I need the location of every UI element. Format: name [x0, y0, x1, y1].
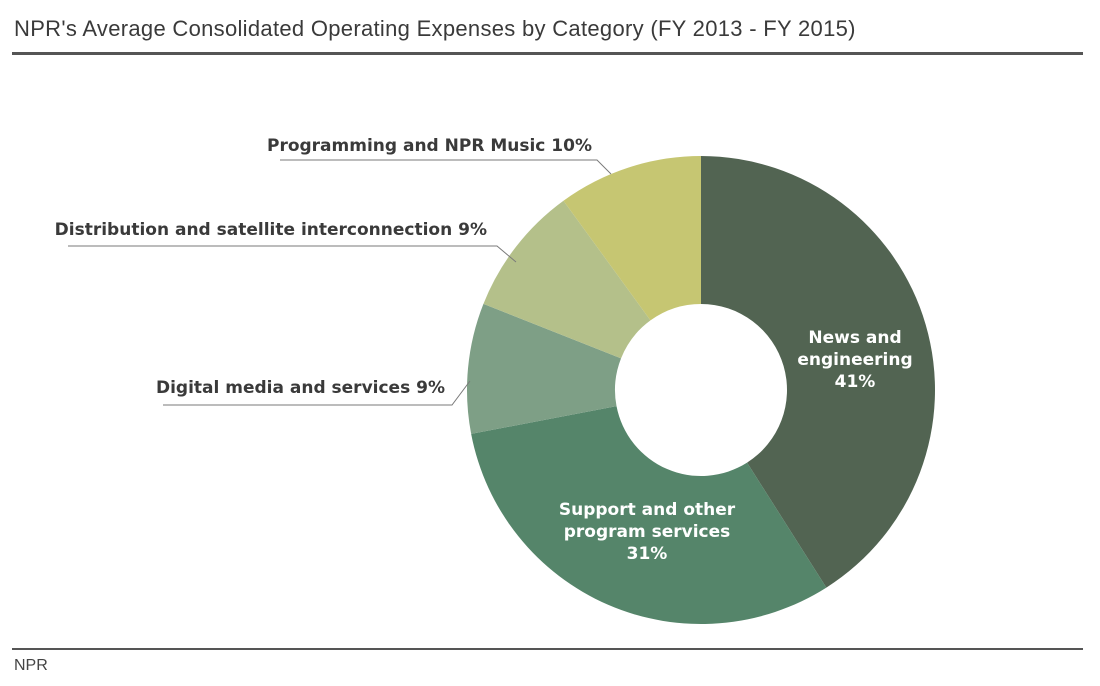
title-divider — [12, 52, 1083, 55]
slice-label-news-and-engineering: News and — [808, 328, 901, 348]
leader-line-programming-and-npr-music — [280, 159, 612, 175]
slice-label-support-and-other-program-services: program services — [564, 522, 731, 542]
slice-support-and-other-program-services — [471, 406, 827, 624]
slice-news-and-engineering — [701, 156, 936, 588]
slice-label-support-and-other-program-services: Support and other — [559, 500, 736, 520]
chart-title: NPR's Average Consolidated Operating Exp… — [14, 16, 856, 41]
slice-label-digital-media-and-services: Digital media and services 9% — [156, 378, 445, 398]
slice-label-news-and-engineering: 41% — [835, 372, 876, 392]
slice-label-support-and-other-program-services: 31% — [627, 544, 668, 564]
slice-distribution-and-satellite-interconnection — [483, 200, 651, 359]
slice-label-distribution-and-satellite-interconnection: Distribution and satellite interconnecti… — [55, 220, 487, 240]
slice-label-news-and-engineering: engineering — [797, 350, 912, 370]
slice-digital-media-and-services — [467, 303, 622, 434]
leader-line-digital-media-and-services — [163, 380, 471, 406]
leader-line-distribution-and-satellite-interconnection — [68, 245, 517, 263]
source-label: NPR — [14, 657, 48, 674]
slice-label-programming-and-npr-music: Programming and NPR Music 10% — [267, 136, 592, 156]
slice-programming-and-npr-music — [563, 156, 701, 321]
footer-divider — [12, 648, 1083, 650]
